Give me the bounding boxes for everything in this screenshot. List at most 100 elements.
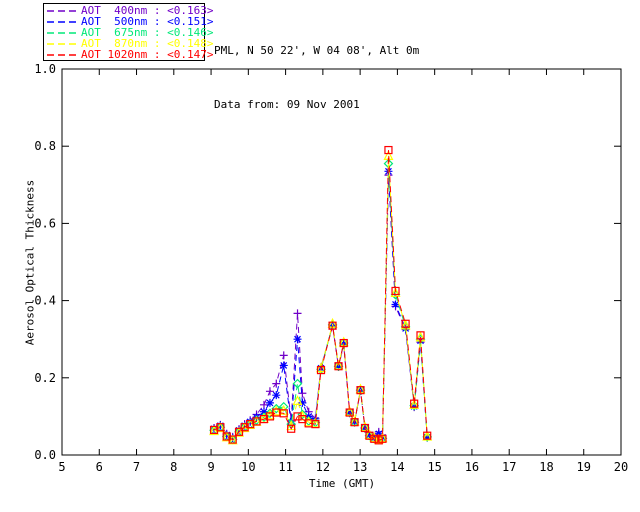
y-tick-label: 0.8 — [34, 139, 56, 153]
x-tick-label: 16 — [465, 460, 479, 474]
marker-square — [410, 399, 419, 408]
marker-triangle — [344, 405, 355, 416]
y-tick-label: 1.0 — [34, 62, 56, 76]
marker-square — [378, 434, 387, 443]
legend-label: AOT 675nm : <0.146> — [81, 26, 214, 39]
marker-square — [316, 365, 326, 375]
marker-asterisk — [210, 424, 219, 433]
marker-triangle — [400, 319, 411, 330]
marker-triangle — [209, 425, 220, 436]
marker-triangle — [303, 416, 314, 427]
x-tick-label: 6 — [96, 460, 103, 474]
legend-item: AOT 400nm : <0.163> — [47, 5, 213, 16]
marker-square — [246, 420, 255, 429]
legend-label: AOT 870nm : <0.148> — [81, 37, 214, 50]
marker-asterisk — [216, 421, 225, 430]
legend-label: AOT 1020nm : <0.147> — [81, 48, 214, 61]
marker-plus — [265, 387, 274, 396]
marker-asterisk — [228, 434, 237, 443]
marker-asterisk — [293, 335, 302, 344]
y-tick-label: 0.6 — [34, 216, 56, 230]
legend-line-sample — [47, 31, 77, 34]
marker-asterisk — [265, 398, 274, 407]
legend-item: AOT 1020nm : <0.147> — [47, 49, 213, 60]
x-tick-label: 9 — [207, 460, 214, 474]
legend-box: AOT 400nm : <0.163> AOT 500nm : <0.151> AO… — [43, 3, 213, 61]
x-tick-label: 12 — [316, 460, 330, 474]
marker-triangle — [234, 426, 244, 437]
marker-diamond — [271, 403, 282, 414]
header-text: PML, N 50 22', W 04 08', Alt 0m Data fro… — [214, 6, 419, 132]
marker-triangle — [333, 359, 344, 370]
legend-label: AOT 400nm : <0.163> — [81, 4, 214, 17]
marker-asterisk — [235, 426, 244, 435]
marker-square — [334, 362, 343, 371]
marker-square — [209, 425, 219, 435]
legend-item: AOT 675nm : <0.146> — [47, 27, 213, 38]
x-tick-label: 20 — [614, 460, 628, 474]
x-tick-label: 8 — [170, 460, 177, 474]
series-line-aot-870nm — [213, 155, 428, 441]
marker-asterisk — [259, 407, 268, 416]
marker-asterisk — [272, 391, 281, 400]
marker-triangle — [364, 429, 375, 440]
legend-line-sample — [47, 20, 77, 23]
marker-square — [356, 386, 365, 395]
marker-square — [345, 408, 354, 417]
marker-asterisk — [410, 402, 419, 411]
marker-asterisk — [365, 430, 374, 439]
x-tick-label: 17 — [502, 460, 516, 474]
marker-square — [384, 145, 393, 155]
marker-square — [423, 431, 432, 440]
marker-square — [259, 415, 269, 424]
marker-asterisk — [222, 430, 231, 439]
marker-plus — [298, 389, 307, 398]
marker-plus — [272, 379, 281, 388]
marker-asterisk — [391, 300, 400, 309]
marker-square — [216, 423, 225, 432]
marker-square — [416, 331, 425, 340]
legend-line-sample — [47, 53, 77, 56]
marker-diamond — [251, 415, 262, 426]
x-tick-label: 7 — [133, 460, 140, 474]
marker-square — [391, 286, 400, 296]
marker-plus — [279, 351, 288, 360]
x-tick-label: 19 — [577, 460, 591, 474]
marker-triangle — [360, 421, 370, 432]
marker-triangle — [316, 362, 326, 373]
marker-triangle — [409, 398, 420, 409]
marker-triangle — [292, 395, 303, 406]
marker-diamond — [292, 378, 303, 389]
y-tick-label: 0.4 — [34, 294, 56, 308]
marker-square — [298, 415, 307, 424]
x-tick-label: 5 — [58, 460, 65, 474]
marker-plus — [293, 309, 302, 318]
marker-asterisk — [246, 417, 255, 426]
plot-frame — [61, 68, 622, 456]
marker-asterisk — [298, 398, 307, 407]
marker-square — [279, 409, 288, 418]
y-axis-title: Aerosol Optical Thickness — [23, 179, 37, 346]
x-tick-label: 11 — [278, 460, 292, 474]
legend-item: AOT 870nm : <0.148> — [47, 38, 213, 49]
marker-square — [228, 435, 237, 444]
x-axis-title: Time (GMT) — [308, 477, 376, 490]
x-tick-label: 15 — [427, 460, 441, 474]
legend-line-sample — [47, 42, 77, 45]
marker-square — [328, 321, 337, 330]
marker-diamond — [422, 432, 433, 442]
legend-item: AOT 500nm : <0.151> — [47, 16, 213, 27]
marker-square — [401, 319, 410, 328]
marker-asterisk — [279, 361, 288, 370]
marker-triangle — [422, 430, 433, 441]
marker-square — [350, 418, 359, 427]
x-tick-label: 14 — [390, 460, 404, 474]
x-tick-label: 13 — [353, 460, 367, 474]
marker-asterisk — [240, 421, 249, 430]
marker-triangle — [215, 422, 226, 433]
station-line: PML, N 50 22', W 04 08', Alt 0m — [214, 44, 420, 57]
marker-plus — [259, 400, 268, 409]
marker-square — [293, 412, 302, 421]
